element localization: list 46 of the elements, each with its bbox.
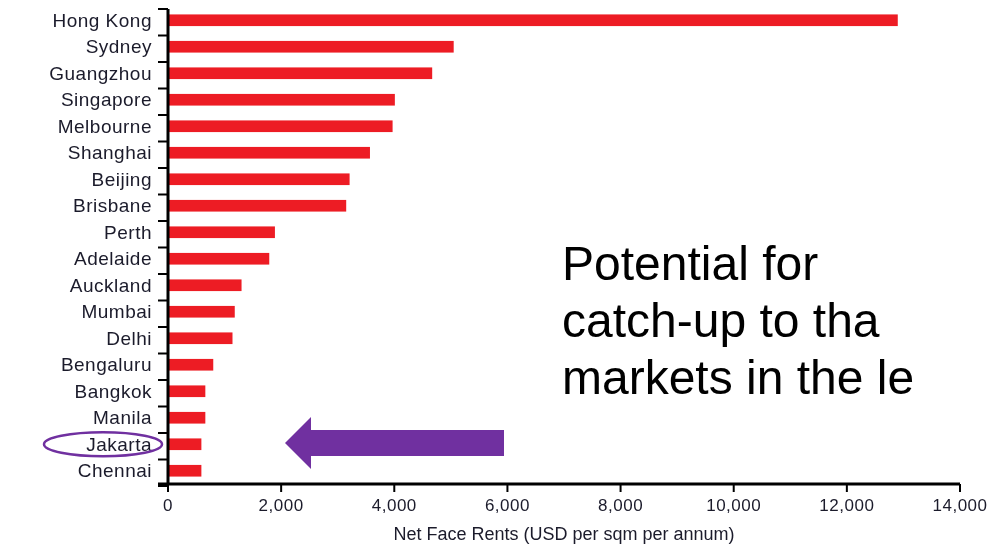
y-tick-label: Guangzhou [49,62,152,84]
y-tick-label: Hong Kong [52,9,152,31]
bar [168,40,454,53]
bar [168,411,206,424]
bar [168,67,433,80]
bar [168,305,235,318]
x-tick-label: 10,000 [706,496,762,515]
y-tick-label: Bangkok [74,380,152,402]
y-tick-label: Manila [93,407,152,429]
y-tick-label: Shanghai [67,142,152,164]
bar [168,252,270,265]
x-tick-label: 0 [163,496,173,515]
y-tick-label: Chennai [77,460,152,482]
bar [168,385,206,398]
y-tick-label: Auckland [69,274,152,296]
x-tick-label: 2,000 [258,496,304,515]
bar [168,173,350,186]
y-tick-label: Singapore [60,89,152,111]
y-tick-label: Brisbane [73,195,152,217]
y-tick-label: Jakarta [86,433,152,455]
bar [168,146,370,159]
bar [168,199,347,212]
x-tick-label: 8,000 [598,496,644,515]
x-tick-label: 14,000 [932,496,988,515]
y-tick-label: Sydney [85,36,152,58]
x-axis-title: Net Face Rents (USD per sqm per annum) [393,524,735,544]
x-tick-label: 6,000 [484,496,530,515]
bar [168,332,233,345]
bar [168,438,202,451]
bar [168,120,393,133]
y-tick-label: Adelaide [74,248,152,270]
y-tick-label: Perth [104,221,152,243]
bar [168,14,898,27]
bar [168,464,202,477]
bar [168,226,275,239]
annotation: Potential for catch-up to tha markets in the le [562,237,915,404]
y-tick-label: Delhi [106,327,152,349]
y-tick-label: Melbourne [57,115,152,137]
y-tick-label: Mumbai [81,301,152,323]
x-tick-label: 4,000 [371,496,417,515]
y-tick-label: Beijing [91,168,152,190]
bar [168,358,214,371]
bar [168,93,395,106]
y-tick-label: Bengaluru [60,354,152,376]
x-tick-label: 12,000 [819,496,875,515]
bar [168,279,242,292]
